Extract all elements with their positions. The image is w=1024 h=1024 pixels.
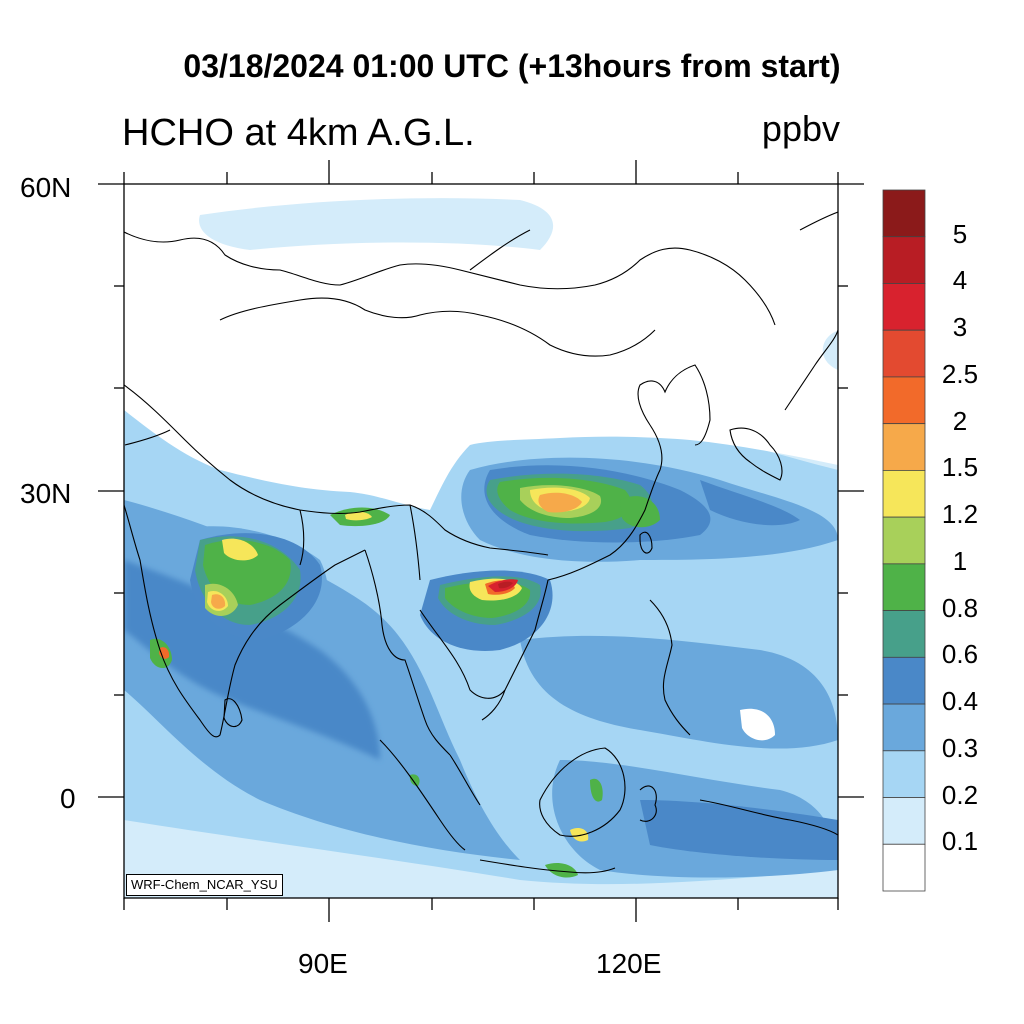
colorbar-swatch: [882, 329, 926, 378]
map-title: 03/18/2024 01:00 UTC (+13hours from star…: [183, 48, 841, 84]
colorbar-swatch: [882, 469, 926, 518]
lat-tick-60n: 60N: [20, 172, 72, 203]
model-credit: WRF-Chem_NCAR_YSU: [126, 874, 283, 896]
colorbar-label: 0.2: [941, 779, 979, 810]
map-frame: [123, 183, 839, 899]
lat-tick-0: 0: [60, 783, 76, 814]
colorbar-label: 1: [952, 545, 968, 576]
colorbar-swatch: [882, 283, 926, 331]
colorbar-label: 1.5: [941, 452, 979, 483]
colorbar-swatch: [882, 376, 926, 425]
colorbar-swatch: [882, 797, 926, 845]
colorbar-swatch: [882, 189, 926, 238]
lon-tick-120e: 120E: [596, 948, 662, 979]
lat-tick-30n: 30N: [20, 478, 72, 509]
colorbar-label: 0.4: [941, 686, 979, 717]
colorbar-swatch: [882, 610, 926, 658]
colorbar-swatch: [882, 703, 926, 752]
axis-ticks: [98, 160, 864, 922]
colorbar-label: 0.3: [941, 732, 979, 763]
concentration-field: [124, 184, 838, 898]
variable-subtitle: HCHO at 4km A.G.L.: [122, 112, 475, 154]
colorbar-label: 0.8: [941, 592, 979, 623]
colorbar-label: 4: [952, 265, 968, 296]
colorbar-label: 2: [952, 405, 968, 436]
colorbar-swatch: [882, 423, 926, 471]
colorbar-label: 0.6: [941, 639, 979, 670]
colorbar-swatch: [882, 656, 926, 705]
colorbar-label: 2.5: [941, 358, 979, 389]
colorbar-label: 0.1: [941, 826, 979, 857]
colorbar-swatch: [882, 843, 926, 892]
colorbar: [882, 189, 926, 892]
colorbar-swatch: [882, 750, 926, 798]
coastlines: [124, 211, 838, 874]
colorbar-label: 3: [952, 312, 968, 343]
colorbar-label: 5: [952, 218, 968, 249]
units-label: ppbv: [761, 108, 840, 149]
colorbar-swatch: [882, 236, 926, 284]
colorbar-swatch: [882, 563, 926, 611]
colorbar-swatch: [882, 516, 926, 565]
lon-tick-90e: 90E: [298, 948, 348, 979]
colorbar-label: 1.2: [941, 499, 979, 530]
